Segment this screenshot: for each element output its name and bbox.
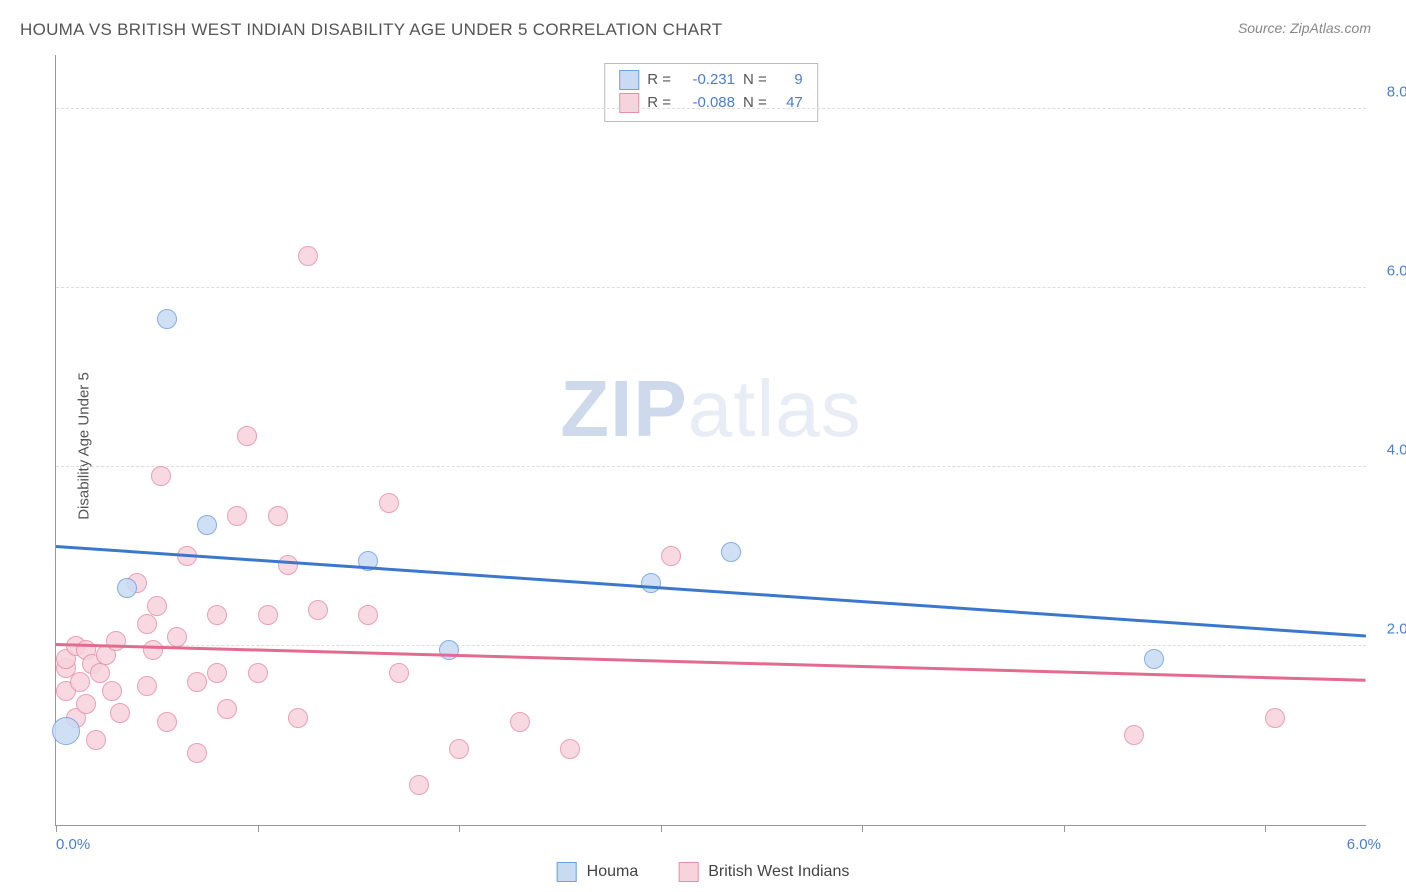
x-tick [862,825,863,832]
data-point [1144,649,1164,669]
watermark-atlas: atlas [688,364,862,453]
legend-label: Houma [587,863,639,881]
data-point [151,466,171,486]
data-point [721,542,741,562]
y-tick-label: 8.0% [1387,83,1406,100]
stat-n-label: N = [743,68,767,91]
y-tick-label: 6.0% [1387,262,1406,279]
data-point [258,605,278,625]
data-point [157,309,177,329]
x-tick [1064,825,1065,832]
legend-item: Houma [557,862,639,882]
data-point [143,640,163,660]
data-point [207,605,227,625]
data-point [389,663,409,683]
stat-row: R = -0.231 N = 9 [619,68,803,91]
data-point [268,506,288,526]
data-point [248,663,268,683]
data-point [187,743,207,763]
data-point [298,246,318,266]
data-point [110,703,130,723]
data-point [137,676,157,696]
gridline [56,645,1366,646]
legend-swatch [619,93,639,113]
legend-swatch [619,70,639,90]
data-point [207,663,227,683]
x-tick [459,825,460,832]
data-point [147,596,167,616]
x-tick [1265,825,1266,832]
data-point [288,708,308,728]
legend-item: British West Indians [678,862,849,882]
data-point [308,600,328,620]
stat-n-value: 9 [775,68,803,91]
gridline [56,108,1366,109]
data-point [217,699,237,719]
data-point [117,578,137,598]
data-point [86,730,106,750]
data-point [187,672,207,692]
gridline [56,466,1366,467]
gridline [56,287,1366,288]
data-point [661,546,681,566]
x-tick [258,825,259,832]
data-point [449,739,469,759]
data-point [227,506,247,526]
x-tick [56,825,57,832]
data-point [167,627,187,647]
data-point [278,555,298,575]
x-tick-label-left: 0.0% [56,836,90,853]
watermark: ZIPatlas [560,363,861,455]
legend-swatch [557,862,577,882]
y-tick-label: 2.0% [1387,620,1406,637]
chart-title: HOUMA VS BRITISH WEST INDIAN DISABILITY … [20,20,722,40]
data-point [409,775,429,795]
data-point [439,640,459,660]
bottom-legend: Houma British West Indians [557,862,850,882]
data-point [358,605,378,625]
data-point [137,614,157,634]
legend-swatch [678,862,698,882]
stat-n-label: N = [743,91,767,114]
stat-row: R = -0.088 N = 47 [619,91,803,114]
stat-n-value: 47 [775,91,803,114]
data-point [641,573,661,593]
data-point [157,712,177,732]
data-point [197,515,217,535]
x-tick-label-right: 6.0% [1347,836,1381,853]
legend-label: British West Indians [708,863,849,881]
stat-r-label: R = [647,91,671,114]
watermark-zip: ZIP [560,364,687,453]
stat-r-value: -0.231 [679,68,735,91]
data-point [560,739,580,759]
stat-r-label: R = [647,68,671,91]
data-point [90,663,110,683]
data-point [1124,725,1144,745]
chart-plot-area: ZIPatlas R =-0.231 N =9 R =-0.088 N =47 … [55,55,1366,826]
y-tick-label: 4.0% [1387,441,1406,458]
source-label: Source: ZipAtlas.com [1238,20,1371,36]
stats-legend-box: R = -0.231 N = 9 R = -0.088 N = 47 [604,63,818,122]
data-point [237,426,257,446]
data-point [102,681,122,701]
trend-line [56,545,1366,637]
data-point [52,717,80,745]
data-point [76,694,96,714]
data-point [510,712,530,732]
data-point [70,672,90,692]
stat-r-value: -0.088 [679,91,735,114]
data-point [379,493,399,513]
data-point [1265,708,1285,728]
data-point [106,631,126,651]
x-tick [661,825,662,832]
